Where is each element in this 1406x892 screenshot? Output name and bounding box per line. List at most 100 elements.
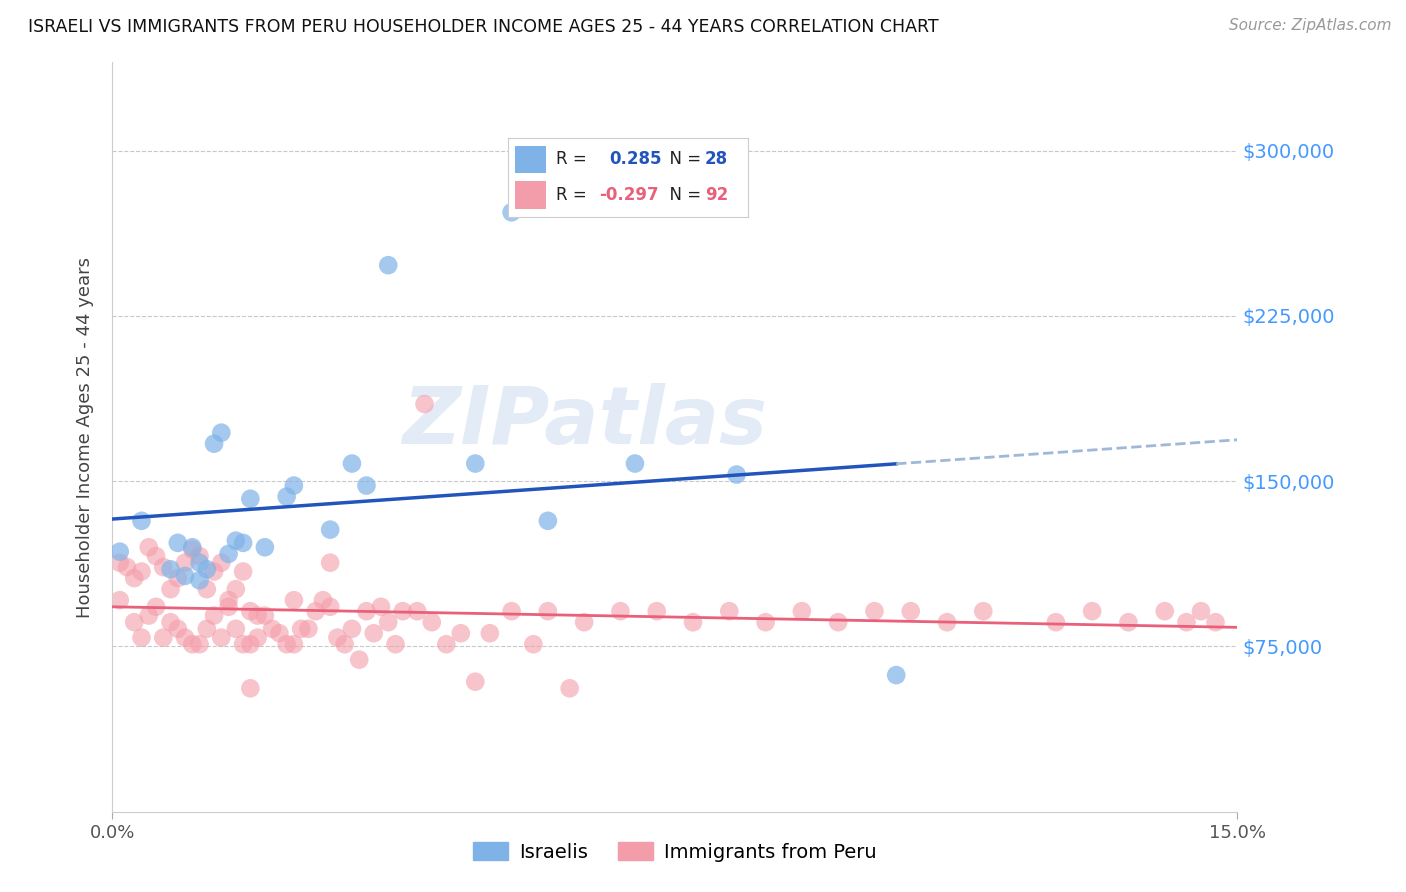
Point <box>218 593 240 607</box>
Point <box>340 457 363 471</box>
Point <box>283 478 305 492</box>
Point <box>384 637 406 651</box>
Point <box>246 631 269 645</box>
Point <box>225 582 247 596</box>
Point <box>326 631 349 645</box>
Point <box>131 514 153 528</box>
Point <box>406 604 429 618</box>
Point <box>262 622 284 636</box>
Point <box>232 565 254 579</box>
Point <box>464 674 486 689</box>
Text: R =: R = <box>555 150 598 169</box>
Point <box>115 560 138 574</box>
Point <box>319 556 342 570</box>
Point <box>131 565 153 579</box>
Point <box>1045 615 1067 630</box>
Point <box>131 631 153 645</box>
Point <box>356 604 378 618</box>
Point <box>319 523 342 537</box>
Point <box>755 615 778 630</box>
Point <box>188 637 211 651</box>
Text: ISRAELI VS IMMIGRANTS FROM PERU HOUSEHOLDER INCOME AGES 25 - 44 YEARS CORRELATIO: ISRAELI VS IMMIGRANTS FROM PERU HOUSEHOL… <box>28 18 939 36</box>
Point <box>122 615 145 630</box>
Point <box>218 547 240 561</box>
Legend: Israelis, Immigrants from Peru: Israelis, Immigrants from Peru <box>465 835 884 870</box>
Point <box>333 637 356 651</box>
Point <box>108 556 131 570</box>
Point <box>202 565 225 579</box>
Text: N =: N = <box>659 186 702 203</box>
Point <box>174 556 197 570</box>
Point <box>624 457 647 471</box>
Point <box>159 562 181 576</box>
Point <box>239 604 262 618</box>
Point <box>537 604 560 618</box>
Point <box>276 637 298 651</box>
Point <box>246 608 269 623</box>
Point <box>645 604 668 618</box>
Point <box>790 604 813 618</box>
Point <box>152 631 174 645</box>
Point <box>1081 604 1104 618</box>
Point <box>269 626 291 640</box>
Point <box>478 626 501 640</box>
Point <box>225 533 247 548</box>
Point <box>450 626 472 640</box>
Point <box>1189 604 1212 618</box>
Point <box>377 615 399 630</box>
Point <box>159 615 181 630</box>
Point <box>434 637 457 651</box>
Point <box>202 436 225 450</box>
Point <box>725 467 748 482</box>
Point <box>225 622 247 636</box>
Point <box>188 556 211 570</box>
Point <box>276 490 298 504</box>
Point <box>377 258 399 272</box>
Text: Source: ZipAtlas.com: Source: ZipAtlas.com <box>1229 18 1392 33</box>
Point <box>370 599 392 614</box>
Point <box>420 615 443 630</box>
Point <box>283 637 305 651</box>
Point <box>159 582 181 596</box>
Point <box>827 615 849 630</box>
Point <box>340 622 363 636</box>
Point <box>174 569 197 583</box>
Point <box>537 514 560 528</box>
Point <box>145 549 167 563</box>
Point <box>253 541 276 555</box>
Point <box>363 626 385 640</box>
Point <box>166 571 188 585</box>
Point <box>188 549 211 563</box>
Point <box>209 631 232 645</box>
Point <box>232 637 254 651</box>
Point <box>305 604 328 618</box>
Point <box>609 604 631 618</box>
Point <box>253 608 276 623</box>
Point <box>239 637 262 651</box>
Text: R =: R = <box>555 186 592 203</box>
Y-axis label: Householder Income Ages 25 - 44 years: Householder Income Ages 25 - 44 years <box>76 257 94 617</box>
Text: 28: 28 <box>704 150 728 169</box>
Point <box>239 681 262 696</box>
Point <box>122 571 145 585</box>
Point <box>181 541 204 555</box>
Point <box>1205 615 1227 630</box>
Point <box>202 608 225 623</box>
Point <box>188 574 211 588</box>
Point <box>209 425 232 440</box>
Bar <box>515 146 547 173</box>
Point <box>356 478 378 492</box>
Point <box>312 593 335 607</box>
Point <box>239 491 262 506</box>
Point <box>1118 615 1140 630</box>
Point <box>682 615 704 630</box>
Point <box>152 560 174 574</box>
Point <box>145 599 167 614</box>
Point <box>501 604 523 618</box>
Point <box>972 604 994 618</box>
Bar <box>515 181 547 209</box>
Point <box>936 615 959 630</box>
Point <box>297 622 319 636</box>
Text: 92: 92 <box>704 186 728 203</box>
Point <box>1153 604 1175 618</box>
